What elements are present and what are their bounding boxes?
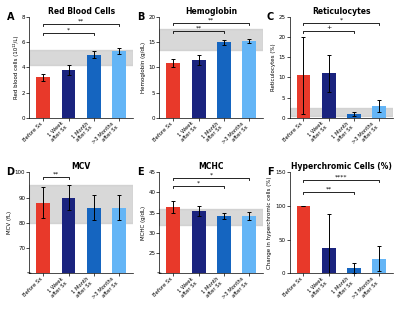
Title: Hemoglobin: Hemoglobin [185, 7, 237, 16]
Text: *: * [210, 173, 213, 178]
Bar [322, 73, 336, 118]
Text: **: ** [326, 187, 332, 192]
Bar [290, 108, 393, 116]
Bar [62, 70, 76, 118]
Text: **: ** [53, 172, 59, 177]
Text: ****: **** [335, 175, 348, 180]
Text: A: A [7, 12, 14, 22]
Title: MCV: MCV [72, 162, 91, 171]
Bar [112, 208, 126, 273]
Text: *: * [197, 181, 200, 186]
Bar [372, 106, 386, 118]
Text: *: * [67, 28, 70, 33]
Y-axis label: Hemoglobin (g/dL): Hemoglobin (g/dL) [140, 42, 146, 93]
Y-axis label: Reticulocytes (%): Reticulocytes (%) [271, 44, 276, 91]
Title: Hyperchromic Cells (%): Hyperchromic Cells (%) [291, 162, 392, 171]
Bar [160, 209, 263, 225]
Bar [296, 76, 310, 118]
Bar [192, 60, 206, 118]
Text: **: ** [196, 26, 202, 30]
Text: **: ** [78, 19, 84, 24]
Text: **: ** [208, 17, 214, 22]
Text: D: D [7, 167, 15, 177]
Bar [372, 259, 386, 273]
Bar [217, 42, 231, 118]
Bar [322, 248, 336, 273]
Text: +: + [326, 26, 331, 30]
Title: MCHC: MCHC [198, 162, 224, 171]
Title: Reticulocytes: Reticulocytes [312, 7, 370, 16]
Bar [87, 208, 101, 273]
Bar [296, 206, 310, 273]
Bar [192, 211, 206, 273]
Bar [62, 197, 76, 273]
Bar [166, 63, 180, 118]
Bar [29, 50, 133, 65]
Text: *: * [340, 17, 343, 22]
Bar [29, 185, 133, 223]
Text: B: B [137, 12, 144, 22]
Bar [36, 202, 50, 273]
Text: F: F [267, 167, 274, 177]
Bar [112, 51, 126, 118]
Y-axis label: Red blood cells (10¹²/L): Red blood cells (10¹²/L) [13, 35, 19, 99]
Text: C: C [267, 12, 274, 22]
Bar [87, 55, 101, 118]
Bar [217, 216, 231, 273]
Text: E: E [137, 167, 143, 177]
Y-axis label: MCV (fL): MCV (fL) [7, 211, 12, 234]
Bar [242, 41, 256, 118]
Bar [347, 114, 361, 118]
Bar [347, 268, 361, 273]
Bar [36, 77, 50, 118]
Bar [160, 29, 263, 50]
Bar [166, 207, 180, 273]
Bar [242, 216, 256, 273]
Title: Red Blood Cells: Red Blood Cells [48, 7, 115, 16]
Y-axis label: MCHC (g/dL): MCHC (g/dL) [140, 206, 146, 240]
Y-axis label: Change in hyperchromic cells (%): Change in hyperchromic cells (%) [267, 177, 272, 269]
